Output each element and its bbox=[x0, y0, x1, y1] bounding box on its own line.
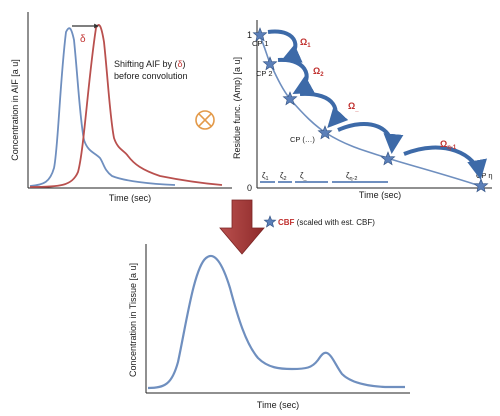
control-point-star bbox=[380, 151, 396, 166]
omega-arrow-3 bbox=[299, 91, 349, 128]
zeta-label-2: ζ2 bbox=[280, 171, 287, 182]
omega-label-1: Ω1 bbox=[300, 37, 311, 49]
residue-y-label: Residue func. (Amp) [a u] bbox=[232, 57, 242, 159]
omega-label-4: Ωη-1 bbox=[440, 139, 457, 151]
omega-arrow-2 bbox=[277, 57, 315, 94]
circled-times-icon bbox=[195, 110, 215, 130]
aif-x-label: Time (sec) bbox=[109, 193, 151, 203]
aif-y-label: Concentration in AIF [a u] bbox=[10, 59, 20, 161]
omega-label-2: Ω2 bbox=[313, 66, 324, 78]
control-point-star bbox=[473, 178, 489, 193]
delta-symbol: δ bbox=[80, 34, 86, 45]
cbf-note: CBF (scaled with est. CBF) bbox=[263, 215, 375, 228]
shift-description-line1: Shifting AIF by (δ) bbox=[114, 59, 186, 69]
omega-arrow-5 bbox=[403, 145, 487, 180]
aif-panel: δ Shifting AIF by (δ) before convolution… bbox=[10, 12, 232, 203]
star-icon bbox=[263, 215, 277, 228]
residue-curve bbox=[259, 35, 481, 187]
shift-description-line2: before convolution bbox=[114, 71, 188, 81]
zeta-label-4: ζη-2 bbox=[346, 171, 357, 182]
cp-label-2: CP 2 bbox=[256, 69, 273, 78]
tissue-panel: Concentration in Tissue [a u] Time (sec) bbox=[128, 244, 410, 410]
zeta-label-3: ζ_ bbox=[300, 171, 308, 182]
residue-y-tick-0: 0 bbox=[247, 183, 252, 193]
down-arrow bbox=[219, 199, 265, 255]
control-point-star bbox=[252, 27, 268, 42]
star-icon-shape bbox=[263, 215, 277, 228]
omega-arrow-1 bbox=[267, 29, 303, 63]
cp-label-1: CP 1 bbox=[252, 39, 269, 48]
residue-x-label: Time (sec) bbox=[359, 190, 401, 200]
control-point-star bbox=[317, 125, 333, 140]
residue-panel: 1 0 Residue func. (Amp) [a u] Time (sec)… bbox=[232, 20, 493, 200]
control-point-star bbox=[282, 91, 298, 106]
aif-curve-shifted bbox=[29, 24, 223, 188]
aif-curve-original bbox=[29, 27, 176, 187]
omega-label-3: Ω_ bbox=[348, 101, 359, 113]
omega-arrow-4 bbox=[337, 121, 404, 154]
residue-y-tick-1: 1 bbox=[247, 30, 252, 40]
tissue-x-label: Time (sec) bbox=[257, 400, 299, 410]
cp-label-ellipsis: CP (…) bbox=[290, 135, 315, 144]
tissue-y-label: Concentration in Tissue [a u] bbox=[128, 263, 138, 377]
zeta-label-1: ζ1 bbox=[262, 171, 269, 182]
cbf-note-text: CBF (scaled with est. CBF) bbox=[278, 218, 375, 227]
control-point-stars bbox=[252, 27, 489, 193]
tissue-curve bbox=[147, 254, 405, 390]
control-point-star bbox=[262, 56, 278, 71]
